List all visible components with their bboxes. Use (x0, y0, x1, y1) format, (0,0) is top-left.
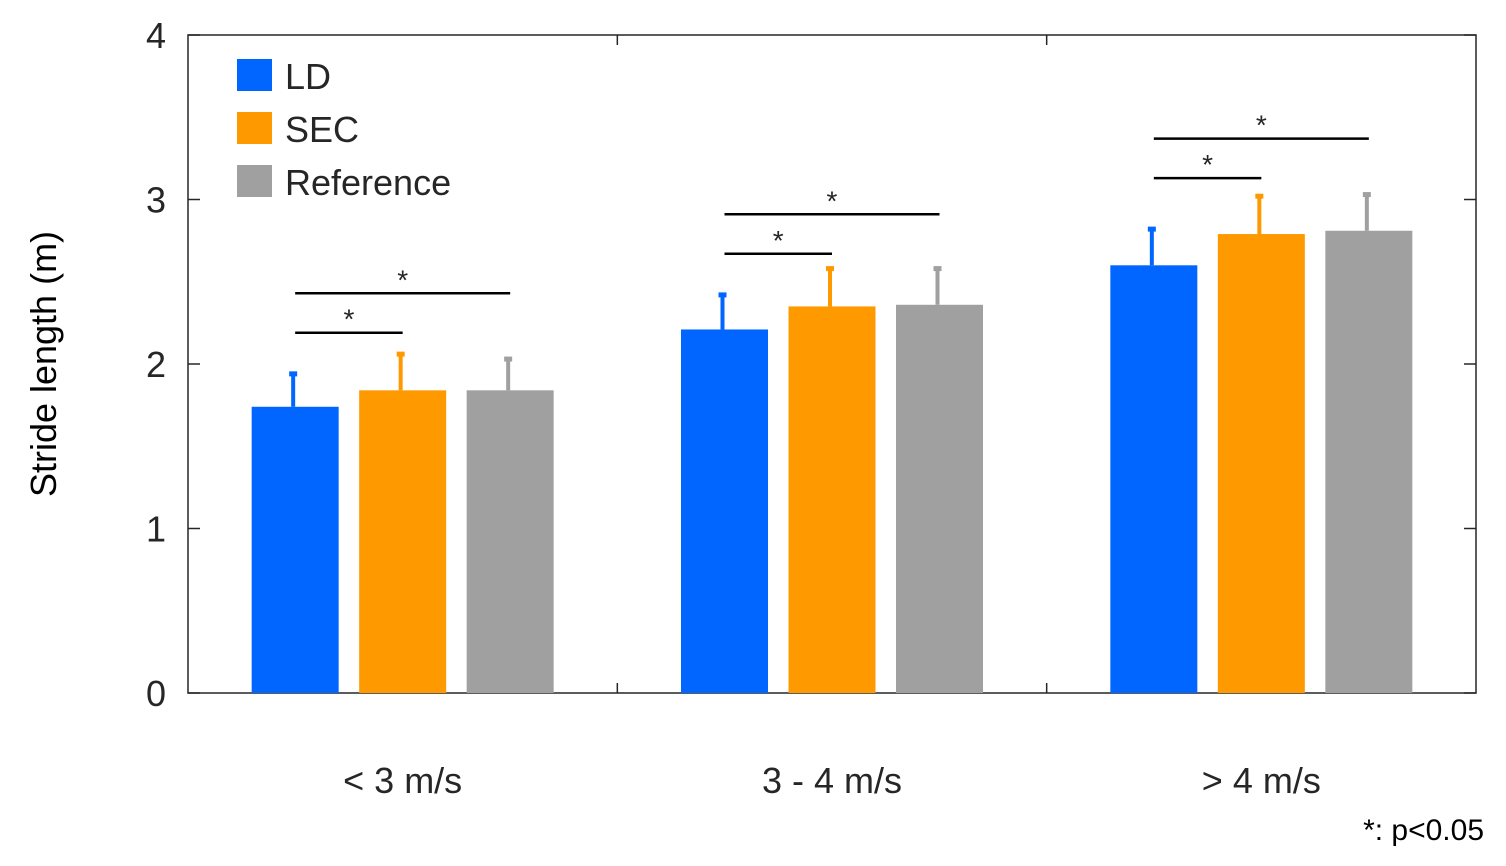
legend: LD SEC Reference (237, 56, 451, 203)
y-tick-label: 4 (146, 15, 166, 56)
bar (466, 390, 554, 693)
significance-marker: * (827, 185, 838, 216)
y-tick-label: 2 (146, 344, 166, 385)
significance-marker: * (397, 264, 408, 295)
bar (359, 390, 447, 693)
legend-label: SEC (285, 109, 359, 150)
x-category-label: < 3 m/s (343, 760, 462, 801)
y-tick-label: 0 (146, 673, 166, 714)
legend-label: Reference (285, 162, 451, 203)
y-tick-label: 1 (146, 509, 166, 550)
bar (1217, 234, 1305, 694)
significance-group: * * * * * * (295, 110, 1369, 335)
significance-marker: * (1256, 110, 1267, 141)
error-bars-group (289, 192, 1371, 407)
legend-swatch (237, 112, 272, 144)
bar (681, 329, 768, 693)
bar (896, 304, 983, 693)
legend-swatch (237, 165, 272, 197)
x-axis: < 3 m/s 3 - 4 m/s > 4 m/s (343, 35, 1321, 801)
legend-label: LD (285, 56, 331, 97)
y-tick-label: 3 (146, 180, 166, 221)
x-category-label: 3 - 4 m/s (762, 760, 902, 801)
significance-marker: * (773, 225, 784, 256)
bar (251, 406, 339, 693)
significance-marker: * (1202, 149, 1213, 180)
x-category-label: > 4 m/s (1202, 760, 1321, 801)
y-axis-title: Stride length (m) (23, 231, 64, 497)
y-axis: 0 1 2 3 4 (146, 15, 1476, 714)
significance-marker: * (343, 304, 354, 335)
bar (1110, 265, 1198, 693)
bar (788, 306, 876, 693)
bar (1325, 230, 1413, 693)
significance-note: *: p<0.05 (1363, 814, 1484, 847)
legend-swatch (237, 59, 272, 91)
bars-group (251, 230, 1413, 694)
